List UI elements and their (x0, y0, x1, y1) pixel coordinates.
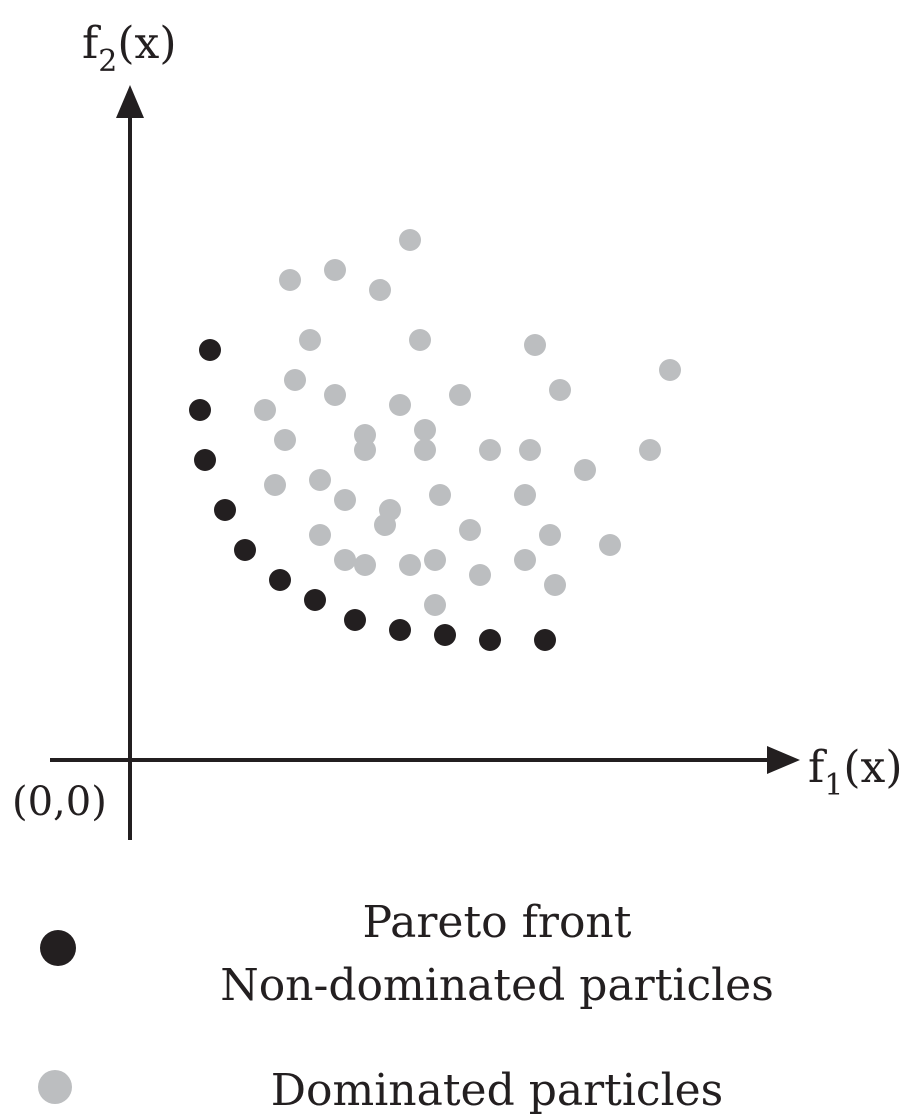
dominated-point (514, 549, 536, 571)
non-dominated-point (189, 399, 211, 421)
dominated-point (459, 519, 481, 541)
dominated-point (354, 439, 376, 461)
non-dominated-point (434, 624, 456, 646)
origin-label: (0,0) (12, 779, 107, 825)
y-axis-label: f2(x) (82, 18, 177, 79)
non-dominated-point (234, 539, 256, 561)
dominated-point (449, 384, 471, 406)
dominated-point (414, 439, 436, 461)
dominated-point (549, 379, 571, 401)
points-layer (189, 229, 681, 651)
y-axis-arrowhead (116, 85, 144, 118)
dominated-point (399, 229, 421, 251)
dominated-point (424, 549, 446, 571)
non-dominated-point (304, 589, 326, 611)
dominated-point (374, 514, 396, 536)
dominated-point (574, 459, 596, 481)
legend-label-dominated: Dominated particles (271, 1065, 724, 1116)
dominated-point (424, 594, 446, 616)
dominated-point (429, 484, 451, 506)
dominated-point (479, 439, 501, 461)
dominated-point (544, 574, 566, 596)
legend-label-pareto-front: Pareto front (363, 897, 632, 948)
dominated-point (309, 469, 331, 491)
dominated-point (284, 369, 306, 391)
dominated-point (274, 429, 296, 451)
dominated-point (639, 439, 661, 461)
dominated-point (264, 474, 286, 496)
non-dominated-point (479, 629, 501, 651)
x-axis-arrowhead (767, 746, 800, 774)
dominated-point (334, 549, 356, 571)
dominated-point (519, 439, 541, 461)
legend-marker-dominated (38, 1070, 72, 1104)
non-dominated-point (214, 499, 236, 521)
dominated-point (599, 534, 621, 556)
legend-marker-non-dominated (40, 930, 76, 966)
dominated-point (539, 524, 561, 546)
dominated-point (389, 394, 411, 416)
dominated-point (309, 524, 331, 546)
non-dominated-point (199, 339, 221, 361)
dominated-point (354, 554, 376, 576)
dominated-point (514, 484, 536, 506)
dominated-point (324, 384, 346, 406)
dominated-point (399, 554, 421, 576)
dominated-point (324, 259, 346, 281)
dominated-point (334, 489, 356, 511)
non-dominated-point (389, 619, 411, 641)
dominated-point (254, 399, 276, 421)
x-axis-label: f1(x) (808, 742, 903, 803)
dominated-point (659, 359, 681, 381)
axes (50, 85, 800, 840)
legend: Pareto front Non-dominated particles Dom… (38, 897, 774, 1116)
non-dominated-point (534, 629, 556, 651)
non-dominated-point (344, 609, 366, 631)
legend-label-non-dominated: Non-dominated particles (220, 960, 774, 1011)
dominated-point (369, 279, 391, 301)
dominated-point (414, 419, 436, 441)
dominated-point (524, 334, 546, 356)
dominated-point (409, 329, 431, 351)
non-dominated-point (194, 449, 216, 471)
dominated-point (469, 564, 491, 586)
dominated-point (279, 269, 301, 291)
non-dominated-point (269, 569, 291, 591)
dominated-point (299, 329, 321, 351)
